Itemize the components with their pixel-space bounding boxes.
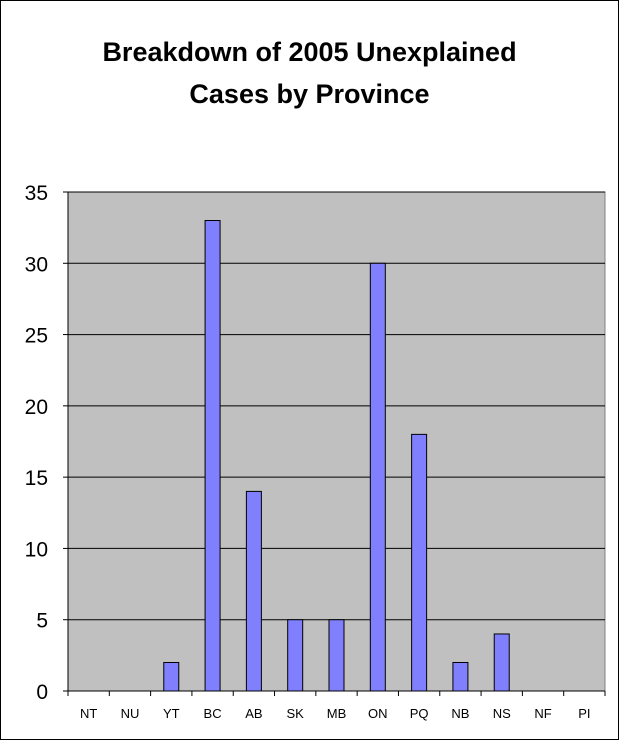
chart-title: Breakdown of 2005 Unexplained Cases by P… [1,31,618,115]
chart-title-line-2: Cases by Province [189,79,430,109]
x-tick-label: NF [534,706,551,721]
x-tick-label: NS [493,706,511,721]
x-tick-label: PI [578,706,590,721]
bar-PQ [411,433,428,692]
y-tick-label: 30 [25,253,48,276]
x-tick-label: ON [368,706,388,721]
bar-MB [328,619,345,692]
bar-BC [204,220,221,692]
bar-ON [369,262,386,692]
x-tick-label: NB [451,706,469,721]
y-tick-label: 25 [25,325,48,348]
bar-AB [245,490,262,692]
plot-area [67,191,606,692]
y-tick-label: 5 [36,610,48,633]
x-tick-label: MB [327,706,347,721]
bar-SK [287,619,304,692]
y-tick-label: 35 [25,182,48,205]
y-tick-label: 0 [36,681,48,704]
x-tick-label: AB [245,706,262,721]
x-tick-label: PQ [410,706,429,721]
bar-NB [452,661,469,692]
y-tick-label: 10 [25,538,48,561]
y-tick-label: 20 [25,396,48,419]
x-tick-label: YT [163,706,180,721]
x-tick-label: SK [287,706,305,721]
x-tick-label: NU [121,706,140,721]
x-tick-label: BC [204,706,222,721]
x-tick-label: NT [80,706,97,721]
bar-YT [163,661,180,692]
bar-NS [493,633,510,692]
y-tick-label: 15 [25,467,48,490]
chart-title-line-1: Breakdown of 2005 Unexplained [102,37,517,67]
